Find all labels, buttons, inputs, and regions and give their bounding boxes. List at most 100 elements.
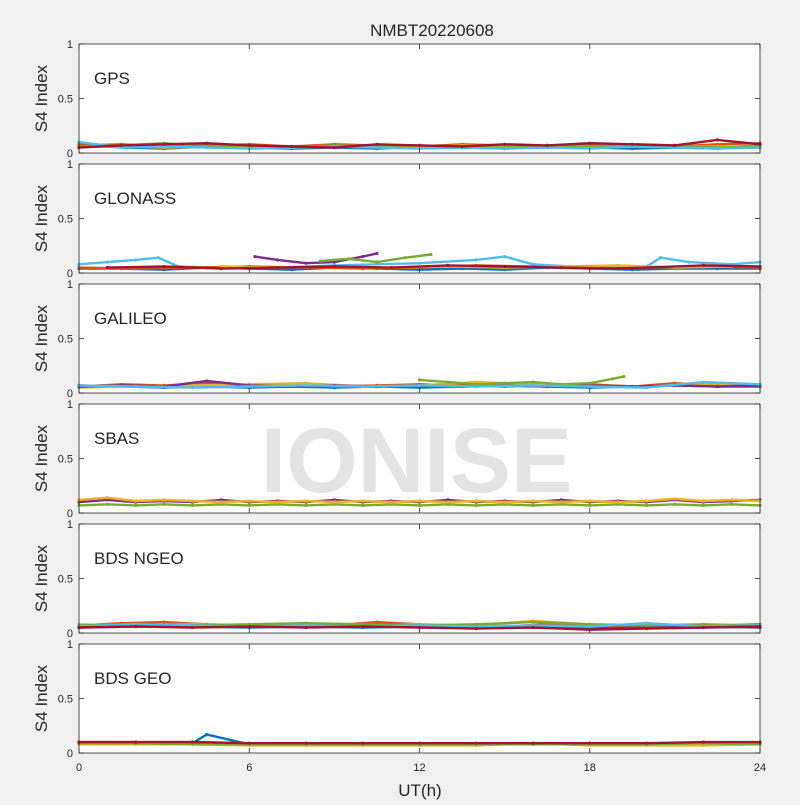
panel-label: BDS NGEO [94,549,184,568]
data-point [559,498,564,502]
y-tick-label: 0.5 [58,94,73,106]
axes-background [79,644,760,753]
y-tick-label: 0 [67,748,73,760]
data-point [347,257,351,261]
data-point [417,143,422,147]
y-tick-label: 1 [67,279,73,291]
data-point [190,386,195,390]
data-point [531,383,535,387]
data-point [134,503,138,507]
data-point [644,623,649,628]
data-point [253,255,257,259]
data-point [701,263,705,267]
x-tick-label: 18 [584,762,596,774]
data-point [276,502,280,506]
data-point [247,499,251,503]
data-point [644,386,649,390]
data-point [190,742,195,746]
data-point [318,259,322,263]
data-point [545,146,549,150]
data-point [644,741,649,745]
data-point [205,379,209,383]
data-point [276,500,280,504]
y-axis-label: S4 Index [32,424,51,492]
data-point [644,627,649,631]
data-point [332,498,336,502]
data-point [446,498,450,502]
y-axis-label: S4 Index [32,184,51,252]
data-point [531,499,535,503]
data-point [361,622,365,626]
data-point [417,741,422,745]
data-point [304,503,308,507]
panels: 0 0.5 1 S4 Index GPS 0 0.5 1 S4 Index GLONASS 0 0.5… [32,39,766,774]
data-point [446,500,450,504]
axes-background [79,284,760,393]
data-point [417,503,422,507]
data-point [673,497,677,501]
data-point [531,625,535,630]
y-tick-label: 0.5 [58,214,73,226]
axes-background [79,404,760,513]
data-point [474,380,478,384]
data-point [701,740,705,744]
data-point [332,500,336,504]
data-point [190,499,195,503]
data-point [219,498,223,502]
data-point [673,502,677,506]
data-point [156,256,160,260]
data-point [474,503,478,507]
data-point [304,381,308,385]
data-point [134,384,138,389]
data-point [630,142,634,146]
data-point [531,741,535,745]
watermark: IONISE [261,410,573,512]
data-point [205,732,209,737]
data-point [247,624,251,629]
data-point [417,625,422,630]
data-point [588,499,592,503]
series-line-3 [254,252,378,265]
data-point [730,498,734,502]
data-point [673,146,677,150]
data-point [701,625,705,630]
x-tick-label: 0 [76,762,82,774]
panel-label: GALILEO [94,309,167,328]
x-axis-label: UT(h) [398,781,441,800]
data-point [134,622,138,626]
data-point [276,266,280,270]
data-point [389,266,393,270]
data-point [134,740,138,744]
data-point [219,500,223,504]
data-point [588,141,592,145]
y-tick-label: 1 [67,39,73,51]
data-point [588,624,592,629]
data-point [389,500,393,504]
data-point [673,143,677,147]
data-point [134,499,138,503]
data-point [531,380,535,384]
data-point [687,260,691,264]
data-point [375,260,379,264]
data-point [403,256,407,260]
y-tick-label: 0.5 [58,454,73,466]
panel-galileo: 0 0.5 1 S4 Index GALILEO [32,279,762,400]
data-point [559,500,564,504]
data-point [474,258,478,262]
data-point [474,382,478,386]
data-point [361,624,365,629]
data-point [701,499,705,503]
data-point [588,381,592,385]
data-point [134,258,138,262]
data-point [559,502,564,506]
data-point [701,743,705,748]
data-point [332,146,336,150]
data-point [429,252,433,257]
x-tick-label: 12 [413,762,425,774]
data-point [105,260,109,264]
data-point [503,381,507,385]
data-point [190,383,195,387]
data-point [644,503,649,507]
